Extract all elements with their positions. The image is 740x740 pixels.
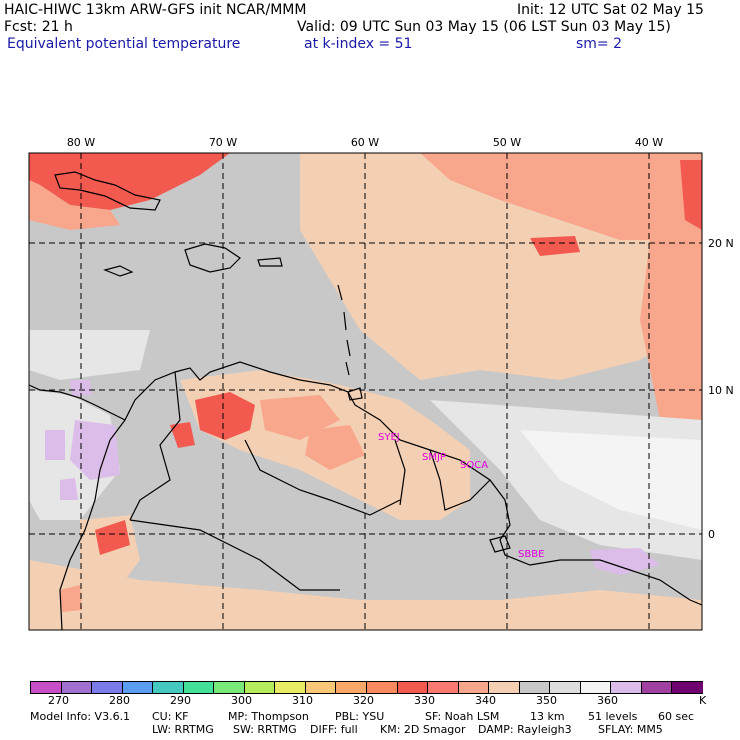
footer-item: 13 km	[530, 710, 565, 723]
footer-item: DIFF: full	[310, 723, 358, 736]
map-frame	[28, 152, 703, 631]
station-label: SBBE	[518, 549, 544, 560]
map-panel: 80 W 70 W 60 W 50 W 40 W	[28, 136, 734, 631]
colorbar-swatch	[213, 681, 246, 694]
forecast-hour: Fcst: 21 h	[4, 19, 73, 35]
footer-item: SFLAY: MM5	[598, 723, 663, 736]
lat-label: 10 N	[708, 384, 734, 397]
model-title: HAIC-HIWC 13km ARW-GFS init NCAR/MMM	[4, 2, 307, 18]
colorbar-swatch	[30, 681, 62, 694]
colorbar-swatch	[518, 681, 551, 694]
lat-label: 0	[708, 528, 715, 541]
colorbar-swatch	[610, 681, 643, 694]
colorbar-tick: 340	[475, 694, 496, 707]
init-time: Init: 12 UTC Sat 02 May 15	[517, 2, 704, 18]
colorbar-swatch	[243, 681, 276, 694]
field-name: Equivalent potential temperature	[7, 36, 241, 52]
lat-label: 20 N	[708, 237, 734, 250]
colorbar-swatch	[366, 681, 398, 694]
colorbar-tick: 280	[109, 694, 130, 707]
footer-item: 51 levels	[588, 710, 638, 723]
footer-item: MP: Thompson	[228, 710, 309, 723]
colorbar-swatch	[274, 681, 307, 694]
level-index: at k-index = 51	[304, 36, 413, 52]
footer-item: DAMP: Rayleigh3	[478, 723, 572, 736]
colorbar-swatch	[671, 681, 704, 694]
colorbar-swatch	[304, 681, 337, 694]
valid-time: Valid: 09 UTC Sun 03 May 15 (06 LST Sun …	[297, 19, 671, 35]
colorbar-tick: 360	[597, 694, 618, 707]
colorbar-swatch	[396, 681, 429, 694]
lon-label: 40 W	[635, 136, 663, 149]
colorbar-swatch	[121, 681, 154, 694]
footer-item: CU: KF	[152, 710, 189, 723]
colorbar-swatch	[488, 681, 521, 694]
footer-item: 60 sec	[658, 710, 695, 723]
colorbar-swatch	[640, 681, 673, 694]
colorbar-tick: 350	[536, 694, 557, 707]
colorbar-tick: 330	[414, 694, 435, 707]
colorbar-swatch	[579, 681, 612, 694]
colorbar-tick: 320	[353, 694, 374, 707]
lon-label: 60 W	[351, 136, 379, 149]
footer-item: PBL: YSU	[335, 710, 385, 723]
footer-item: KM: 2D Smagor	[380, 723, 466, 736]
colorbar-tick: 310	[292, 694, 313, 707]
colorbar-swatch	[152, 681, 185, 694]
colorbar-tick: 300	[231, 694, 252, 707]
colorbar-swatch	[549, 681, 582, 694]
colorbar-swatch	[182, 681, 215, 694]
station-label: SMJP	[422, 452, 446, 463]
footer-item: LW: RRTMG	[152, 723, 214, 736]
field-shading: SYEJ SMJP SOCA SBBE	[29, 153, 702, 630]
footer-item: Model Info: V3.6.1	[30, 710, 131, 723]
station-label: SOCA	[460, 460, 488, 471]
colorbar-swatch	[335, 681, 368, 694]
lon-label: 50 W	[493, 136, 521, 149]
station-label: SYEJ	[378, 432, 400, 443]
colorbar-swatch	[427, 681, 460, 694]
colorbar-tick: 270	[48, 694, 69, 707]
colorbar-swatch	[457, 681, 490, 694]
lon-label: 80 W	[67, 136, 95, 149]
footer-item: SW: RRTMG	[233, 723, 297, 736]
colorbar-swatch	[91, 681, 124, 694]
colorbar-swatch	[60, 681, 93, 694]
colorbar-unit: K	[699, 694, 707, 707]
colorbar-tick: 290	[170, 694, 191, 707]
footer-item: SF: Noah LSM	[425, 710, 500, 723]
smoothing: sm= 2	[576, 36, 623, 52]
graticule	[29, 153, 702, 630]
lon-label: 70 W	[209, 136, 237, 149]
